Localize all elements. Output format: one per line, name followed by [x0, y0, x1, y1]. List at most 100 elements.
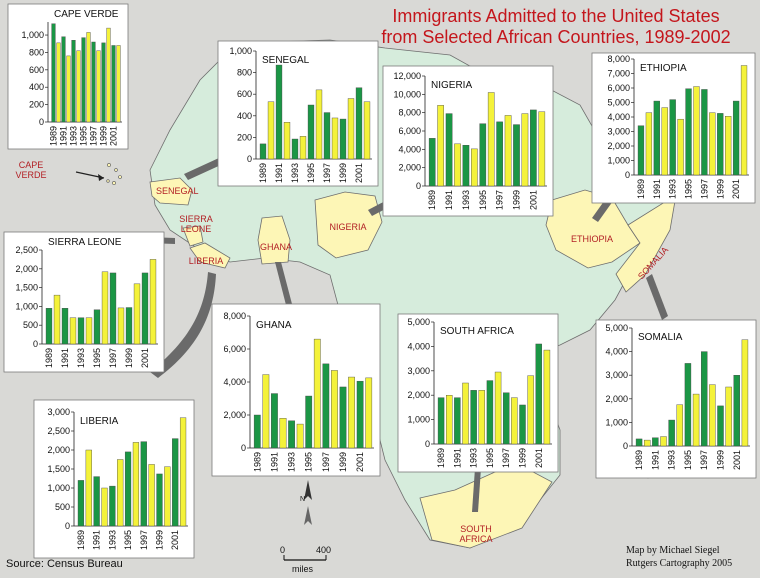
senegal-bar-1998	[331, 117, 339, 160]
ethiopia-bar-2000	[725, 116, 732, 176]
liberia-bar-1993	[109, 485, 116, 527]
ethiopia-ytick-label: 2,000	[607, 141, 630, 151]
senegal-bar-1995	[307, 104, 315, 160]
sierra-leone-ytick-label: 500	[23, 320, 38, 330]
sierra-leone-xtick-label: 1995	[92, 348, 102, 368]
liberia-bar-2000	[164, 466, 171, 527]
sierra-leone-bar-1994	[85, 317, 93, 345]
ethiopia-bar-1996	[693, 86, 700, 176]
ghana-arrow	[275, 262, 292, 305]
nigeria-ytick-label: 8,000	[398, 108, 421, 118]
cape-verde-title: CAPE VERDE	[54, 9, 119, 20]
cape-verde-ytick-label: 1,000	[21, 30, 44, 40]
liberia-title: LIBERIA	[80, 416, 119, 427]
senegal-xtick-label: 1989	[258, 163, 268, 183]
somalia-ytick-label: 2,000	[605, 394, 628, 404]
ghana-bar-1994	[296, 423, 304, 449]
nigeria-xtick-label: 1999	[512, 190, 522, 210]
senegal-xtick-label: 1999	[338, 163, 348, 183]
senegal-ytick-label: 0	[247, 154, 252, 164]
map-credit: Map by Michael Siegel Rutgers Cartograph…	[626, 544, 732, 570]
ghana-xtick-label: 1997	[321, 452, 331, 472]
somalia-xtick-label: 2001	[732, 450, 742, 470]
cape-verde-ytick-label: 800	[29, 47, 44, 57]
nigeria-bar-2002	[538, 111, 546, 187]
ethiopia-xtick-label: 2001	[731, 179, 741, 199]
south-africa-title: SOUTH AFRICA	[440, 326, 514, 337]
liberia-xtick-label: 1995	[123, 530, 133, 550]
liberia-map-label: LIBERIA	[188, 256, 224, 266]
senegal-bar-1989	[259, 143, 267, 160]
nigeria-bar-1998	[504, 115, 512, 187]
somalia-bar-1992	[660, 436, 667, 447]
senegal-bar-1991	[275, 64, 283, 160]
cape-verde-xtick-label: 1995	[79, 126, 89, 146]
sierra-leone-bar-1989	[45, 308, 53, 345]
ghana-map-label: GHANA	[259, 242, 292, 252]
cape-verde-bar-1997	[91, 41, 96, 123]
somalia-xtick-label: 1995	[683, 450, 693, 470]
ethiopia-bar-1999	[717, 113, 724, 176]
ghana-bar-1991	[271, 393, 278, 449]
nigeria-map-label: NIGERIA	[329, 222, 367, 232]
south-africa-bar-1999	[519, 404, 526, 445]
liberia-xtick-label: 1991	[92, 530, 102, 550]
cape-verde-chart: 0 200 400 600 800 1,000 1989 1991 1993 1995 1997 19…	[7, 3, 129, 150]
ghana-ytick-label: 2,000	[223, 410, 246, 420]
sierra-leone-ytick-label: 0	[33, 339, 38, 349]
north-label: N	[300, 496, 306, 503]
cape-verde-bar-1998	[96, 50, 101, 123]
liberia-bar-1999	[156, 473, 163, 527]
cape-verde-bar-1994	[76, 50, 81, 123]
nigeria-ytick-label: 10,000	[393, 89, 421, 99]
sierra-leone-bar-1990	[53, 294, 61, 345]
cape-verde-bar-1989	[51, 23, 56, 123]
nigeria-bar-1989	[428, 138, 436, 187]
ethiopia-xtick-label: 1993	[668, 179, 678, 199]
south-africa-xtick-label: 2001	[534, 448, 544, 468]
ethiopia-bar-1990	[645, 112, 653, 176]
somalia-bar-1997	[701, 351, 708, 447]
somalia-bar-1996	[692, 393, 700, 447]
nigeria-bar-1997	[496, 121, 503, 187]
liberia-bar-1995	[124, 451, 132, 527]
sierra-leone-bar-2002	[149, 259, 157, 345]
sierra-leone-map-label: SIERRA LEONE	[179, 214, 213, 234]
somalia-bar-1993	[668, 419, 675, 447]
sierra-leone-bar-1991	[61, 308, 69, 345]
liberia-xtick-label: 1997	[139, 530, 149, 550]
somalia-ytick-label: 4,000	[605, 347, 628, 357]
somalia-xtick-label: 1989	[634, 450, 644, 470]
nigeria-bar-2001	[530, 109, 537, 187]
ethiopia-ytick-label: 4,000	[607, 112, 630, 122]
nigeria-xtick-label: 1995	[478, 190, 488, 210]
ghana-shape	[257, 215, 291, 265]
cape-verde-bar-1999	[101, 42, 106, 123]
ghana-xtick-label: 1995	[304, 452, 314, 472]
south-africa-bar-1992	[462, 382, 469, 445]
somalia-bar-1998	[709, 384, 716, 447]
ethiopia-bar-1991	[653, 100, 660, 176]
south-africa-map-label: SOUTH AFRICA	[459, 524, 493, 544]
ghana-bar-1998	[331, 370, 338, 449]
sierra-leone-bar-1998	[117, 307, 125, 345]
liberia-xtick-label: 1999	[155, 530, 165, 550]
ethiopia-bar-1998	[709, 112, 716, 176]
senegal-bar-1999	[339, 118, 347, 160]
ethiopia-xtick-label: 1991	[652, 179, 662, 199]
scale-unit: miles	[292, 564, 314, 574]
north-arrow	[304, 480, 312, 525]
ethiopia-bar-1993	[669, 99, 676, 176]
cape-verde-ytick-label: 0	[39, 117, 44, 127]
south-africa-chart: 0 1,000 2,000 3,000 4,000 5,000 1989 1991 1993 19…	[397, 313, 559, 473]
senegal-bar-1990	[267, 101, 275, 160]
somalia-bar-1990	[644, 439, 651, 447]
map-title: Immigrants Admitted to the United States…	[356, 6, 756, 48]
ethiopia-ytick-label: 3,000	[607, 127, 630, 137]
nigeria-ytick-label: 4,000	[398, 144, 421, 154]
south-africa-xtick-label: 1995	[485, 448, 495, 468]
ghana-title: GHANA	[256, 320, 292, 331]
ethiopia-ytick-label: 1,000	[607, 156, 630, 166]
somalia-bar-2000	[725, 386, 732, 447]
liberia-ytick-label: 1,500	[47, 464, 70, 474]
